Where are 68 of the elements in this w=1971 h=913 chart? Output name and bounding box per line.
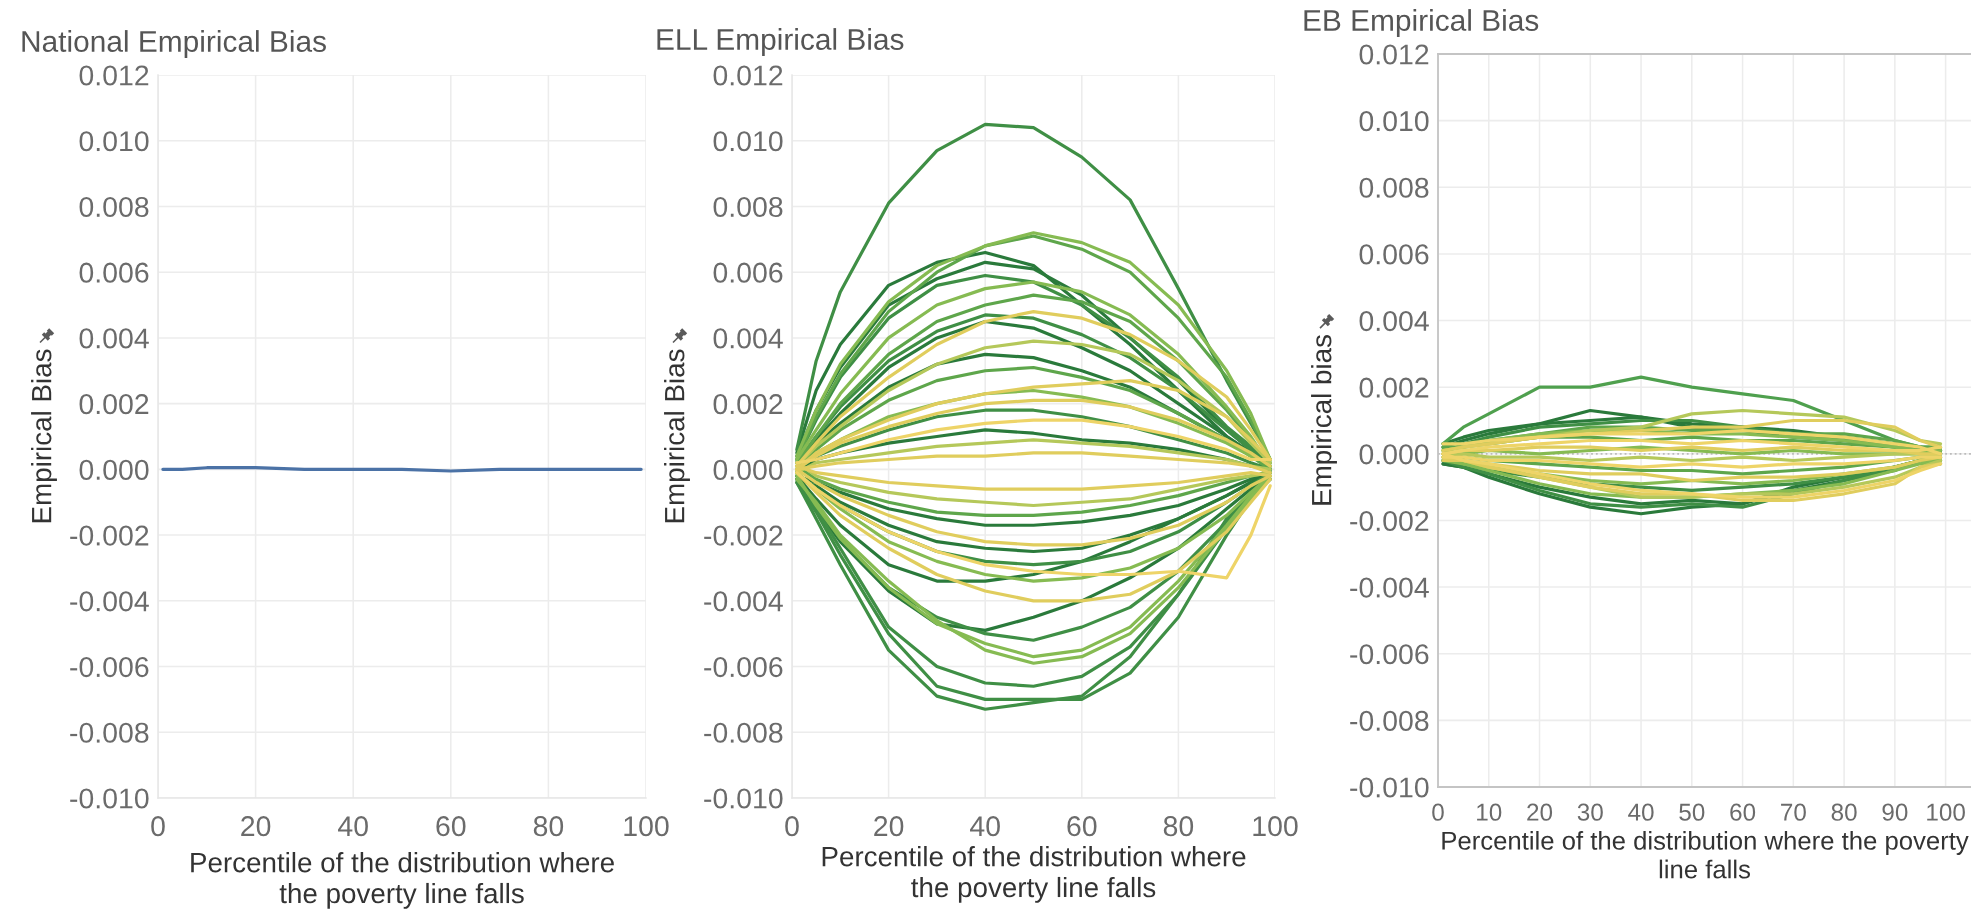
x-tick-label: 20 xyxy=(874,816,904,837)
x-axis-title: Percentile of the distribution where the poverty line falls xyxy=(822,846,1246,903)
y-tick-label: 0.004 xyxy=(1359,310,1429,332)
y-tick-label: -0.006 xyxy=(70,656,149,678)
y-tick-label: 0.012 xyxy=(713,65,783,86)
x-tick-label: 100 xyxy=(1927,803,1965,821)
y-tick-label: 0.000 xyxy=(1359,444,1429,465)
x-axis-title: Percentile of the distribution where the poverty line falls xyxy=(191,852,614,909)
y-tick-label: 0.002 xyxy=(79,394,149,415)
x-tick-label: 90 xyxy=(1882,803,1908,821)
y-tick-label: -0.010 xyxy=(704,788,783,809)
y-axis-title: Empirical Bias xyxy=(664,349,690,523)
y-tick-label: 0.000 xyxy=(79,459,149,480)
y-tick-label: 0.010 xyxy=(79,131,149,152)
y-tick-label: 0.006 xyxy=(1359,244,1429,265)
y-tick-label: 0.010 xyxy=(1359,111,1429,132)
x-tick-label: 40 xyxy=(1628,803,1654,821)
y-tick-label: 0.002 xyxy=(713,394,783,415)
x-tick-label: 30 xyxy=(1577,803,1603,821)
y-tick-label: -0.006 xyxy=(704,656,783,678)
x-tick-label: 60 xyxy=(1067,816,1097,837)
x-tick-label: 60 xyxy=(1730,803,1756,821)
y-tick-label: -0.008 xyxy=(1350,710,1429,731)
x-tick-label: 10 xyxy=(1477,803,1502,821)
y-tick-label: -0.008 xyxy=(704,722,783,743)
x-tick-label: 70 xyxy=(1781,803,1806,821)
x-tick-label: 80 xyxy=(1163,816,1194,837)
y-tick-label: 0.000 xyxy=(713,459,783,480)
x-tick-label: 80 xyxy=(1831,803,1857,821)
y-tick-label: 0.010 xyxy=(713,131,783,152)
y-tick-label: 0.008 xyxy=(713,196,783,218)
x-tick-label: 0 xyxy=(785,816,799,837)
y-tick-label: 0.008 xyxy=(1359,177,1429,198)
x-tick-label: 100 xyxy=(624,816,669,837)
y-tick-label: -0.010 xyxy=(70,788,149,809)
x-tick-label: 60 xyxy=(436,816,466,837)
y-tick-label: 0.012 xyxy=(1359,44,1429,65)
y-tick-label: -0.004 xyxy=(704,591,783,612)
chart-title: EB Empirical Bias xyxy=(1304,9,1539,37)
x-tick-label: 100 xyxy=(1253,816,1298,837)
x-axis-title: Percentile of the distribution where the poverty line falls xyxy=(1442,831,1969,879)
chart-title: National Empirical Bias xyxy=(22,30,326,58)
y-tick-label: -0.004 xyxy=(70,591,149,612)
x-tick-label: 40 xyxy=(970,816,1000,837)
y-axis-title: Empirical Bias xyxy=(31,349,57,523)
y-tick-label: 0.006 xyxy=(713,262,783,283)
x-tick-label: 40 xyxy=(338,816,368,837)
y-tick-label: 0.008 xyxy=(79,196,149,218)
y-tick-label: 0.012 xyxy=(79,65,149,86)
x-tick-label: 20 xyxy=(241,816,271,837)
x-tick-label: 0 xyxy=(151,816,165,837)
y-tick-label: -0.002 xyxy=(1350,510,1429,532)
x-tick-label: 50 xyxy=(1679,803,1705,821)
y-tick-label: -0.002 xyxy=(70,525,149,546)
y-tick-label: -0.006 xyxy=(1350,644,1429,665)
y-axis-title: Empirical bias xyxy=(1311,335,1337,505)
x-tick-label: 0 xyxy=(1432,803,1444,821)
chart-title: ELL Empirical Bias xyxy=(657,28,904,56)
y-tick-label: 0.004 xyxy=(79,328,149,349)
y-tick-label: -0.008 xyxy=(70,722,149,743)
y-tick-label: 0.002 xyxy=(1359,377,1429,398)
y-tick-label: -0.002 xyxy=(704,525,783,546)
y-tick-label: 0.004 xyxy=(713,328,783,349)
y-tick-label: -0.004 xyxy=(1350,577,1429,598)
x-tick-label: 80 xyxy=(533,816,564,837)
y-tick-label: 0.006 xyxy=(79,262,149,283)
x-tick-label: 20 xyxy=(1527,803,1553,821)
y-tick-label: -0.010 xyxy=(1350,777,1429,798)
